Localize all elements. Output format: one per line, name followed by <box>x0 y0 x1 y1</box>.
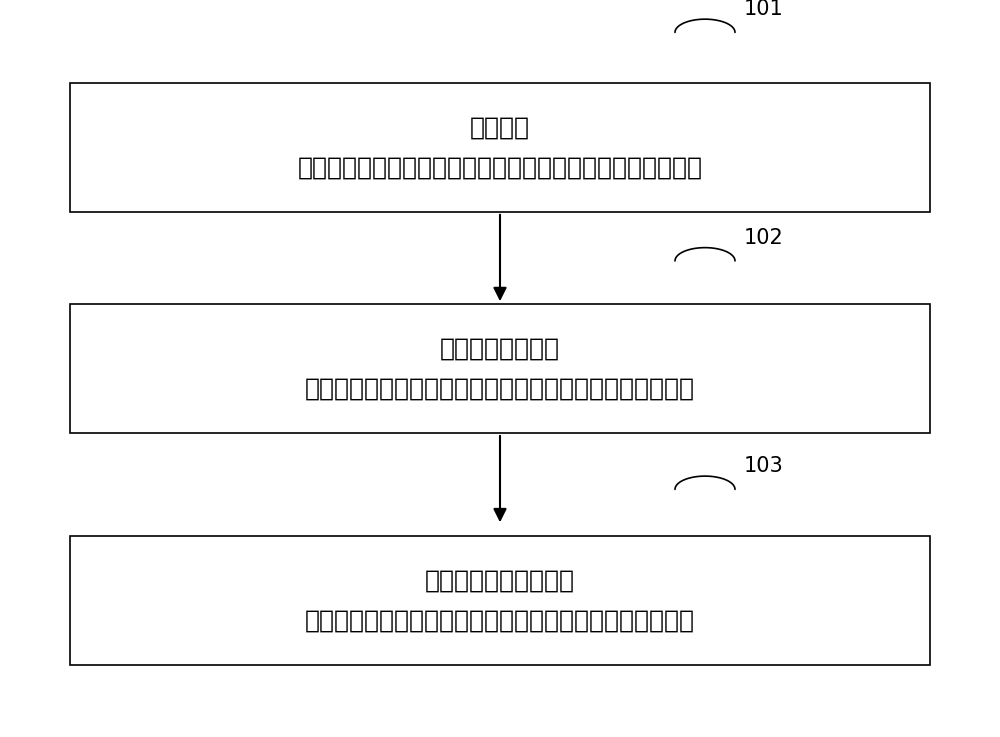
Bar <box>70 83 930 212</box>
Bar <box>70 304 930 433</box>
Text: 搜寻预先训练的初始深度学习网络在至少两个收敛点所对应的: 搜寻预先训练的初始深度学习网络在至少两个收敛点所对应的 <box>298 156 702 180</box>
Text: 融合初始深度学习网络在至少两个收敛点对应的网络参数，: 融合初始深度学习网络在至少两个收敛点对应的网络参数， <box>305 377 695 401</box>
Text: 生成优化网络参数: 生成优化网络参数 <box>440 336 560 360</box>
Text: 网络参数: 网络参数 <box>470 115 530 139</box>
Text: 将初始深度学习网络的初始网络参数变更为优化网络参数，: 将初始深度学习网络的初始网络参数变更为优化网络参数， <box>305 609 695 633</box>
Bar <box>70 537 930 665</box>
Text: 101: 101 <box>744 0 784 19</box>
Text: 103: 103 <box>744 456 784 476</box>
Text: 102: 102 <box>744 228 784 248</box>
Text: 得到新的深度学习网络: 得到新的深度学习网络 <box>425 568 575 593</box>
